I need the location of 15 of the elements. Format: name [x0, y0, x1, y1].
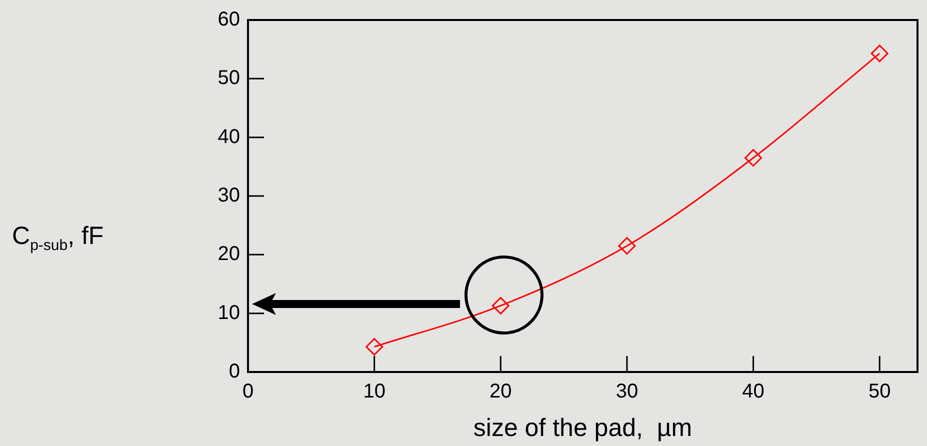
y-tick-label: 40 — [218, 126, 240, 148]
x-tick-label: 20 — [490, 380, 512, 403]
y-tick-label: 20 — [218, 243, 240, 266]
y-tick-label: 60 — [218, 8, 240, 31]
y-axis-title: C$_{p-sub}$, fF — [12, 222, 104, 254]
x-axis-title: size of the pad, µm — [473, 414, 692, 442]
y-tick-label: 50 — [218, 67, 240, 90]
x-tick-label: 30 — [616, 380, 638, 403]
x-tick-label: 10 — [363, 380, 386, 403]
y-tick-label: 10 — [218, 302, 240, 324]
y-tick-label: 0 — [228, 360, 240, 383]
x-tick-label: 40 — [742, 380, 764, 403]
x-tick-label: 50 — [868, 380, 891, 403]
y-tick-label: 30 — [218, 184, 240, 207]
x-tick-label: 0 — [242, 380, 254, 403]
